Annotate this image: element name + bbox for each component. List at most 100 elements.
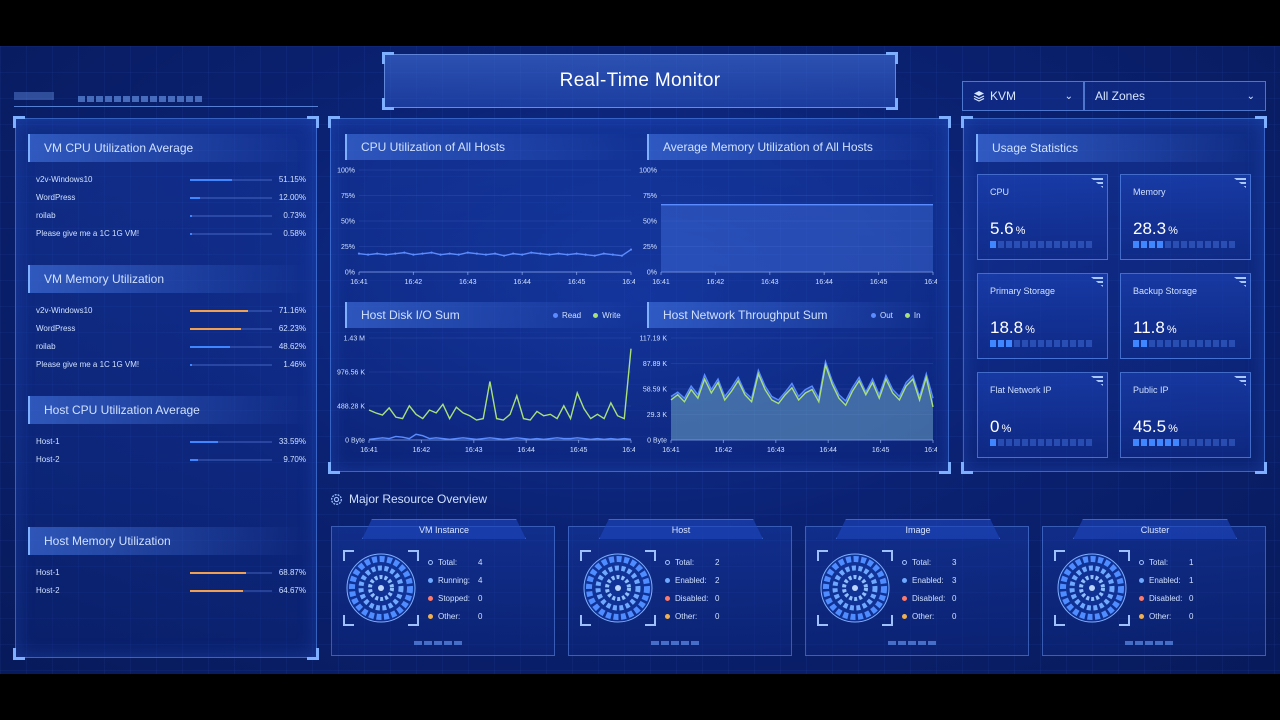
usage-bar <box>190 310 272 312</box>
meter-segment <box>1189 340 1195 347</box>
meter-segment <box>1141 340 1147 347</box>
meter-segment <box>1030 340 1036 347</box>
resource-deco-blocks <box>414 641 462 645</box>
meter-segment <box>1046 241 1052 248</box>
usage-card[interactable]: Memory 28.3% <box>1120 174 1251 260</box>
item-name: WordPress <box>36 324 76 333</box>
meter-segment <box>1046 340 1052 347</box>
resource-dial-icon <box>580 550 656 626</box>
usage-card-label: Primary Storage <box>990 286 1056 296</box>
usage-bar-fill <box>190 364 192 366</box>
data-point <box>394 252 397 255</box>
series-area <box>661 204 933 272</box>
usage-card-label: Public IP <box>1133 385 1169 395</box>
usage-card[interactable]: Public IP 45.5% <box>1120 372 1251 458</box>
item-name: Please give me a 1C 1G VM! <box>36 360 140 369</box>
meter-segment <box>990 439 996 446</box>
data-point <box>457 253 460 256</box>
resource-card[interactable]: Host Total: 2 Enabled: 2 Disabled: 0 Other: 0 <box>568 519 792 656</box>
usage-card-value: 5.6% <box>990 219 1025 239</box>
x-tick-label: 16:44 <box>815 279 833 286</box>
usage-card[interactable]: Flat Network IP 0% <box>977 372 1108 458</box>
x-tick-label: 16:46 <box>924 279 937 286</box>
monitor-screen: Real-Time Monitor KVM ⌄ All Zones ⌄ VM C… <box>0 46 1280 674</box>
data-point <box>593 254 596 257</box>
data-point <box>430 251 433 254</box>
meter-segment <box>1229 340 1235 347</box>
stat-label: Total: <box>1149 558 1169 567</box>
item-name: v2v-Windows10 <box>36 306 93 315</box>
legend-write: Write <box>593 311 621 320</box>
meter-segment <box>1062 241 1068 248</box>
item-percent: 71.16% <box>278 306 306 315</box>
x-tick-label: 16:42 <box>715 447 733 454</box>
usage-card-value: 28.3% <box>1133 219 1178 239</box>
item-name: roilab <box>36 211 56 220</box>
meter-segment <box>1006 340 1012 347</box>
series-area <box>671 361 933 440</box>
resource-card[interactable]: Image Total: 3 Enabled: 3 Disabled: 0 Other: 0 <box>805 519 1029 656</box>
usage-bar-fill <box>190 328 242 330</box>
usage-card[interactable]: CPU 5.6% <box>977 174 1108 260</box>
stat-value: 0 <box>715 612 720 621</box>
meter-segment <box>1086 439 1092 446</box>
y-tick-label: 87.89 K <box>643 361 667 368</box>
data-point <box>448 252 451 255</box>
usage-card[interactable]: Primary Storage 18.8% <box>977 273 1108 359</box>
usage-card-value: 18.8% <box>990 318 1035 338</box>
stat-dot <box>1139 596 1144 601</box>
usage-bar <box>190 590 272 592</box>
usage-bar <box>190 215 272 217</box>
meter-segment <box>1078 439 1084 446</box>
list-item: v2v-Windows10 51.15% <box>36 173 306 187</box>
meter-segment <box>1221 241 1227 248</box>
meter-segment <box>1133 340 1139 347</box>
stat-value: 0 <box>952 612 957 621</box>
y-tick-label: 50% <box>341 219 355 226</box>
item-name: Host-1 <box>36 437 60 446</box>
data-point <box>620 254 624 257</box>
list-item: Please give me a 1C 1G VM! 0.58% <box>36 227 306 241</box>
item-percent: 12.00% <box>278 193 306 202</box>
usage-card[interactable]: Backup Storage 11.8% <box>1120 273 1251 359</box>
stat-value: 0 <box>715 594 720 603</box>
usage-value-number: 28.3 <box>1133 219 1167 238</box>
item-name: Please give me a 1C 1G VM! <box>36 229 140 238</box>
network-throughput-chart: 117.19 K 87.89 K 58.59 K 29.3 K 0 Byte 16:41 1… <box>639 336 937 455</box>
x-tick-label: 16:45 <box>870 279 888 286</box>
resource-card[interactable]: VM Instance Total: 4 Running: 4 Stopped: 0 Othe… <box>331 519 555 656</box>
stat-dot <box>1139 614 1144 619</box>
usage-card-label: CPU <box>990 187 1010 197</box>
meter-segment <box>990 241 996 248</box>
stat-dot <box>902 560 907 565</box>
data-point <box>475 252 478 255</box>
stat-dot <box>428 596 433 601</box>
meter-segment <box>1133 439 1139 446</box>
meter-segment <box>1078 241 1084 248</box>
usage-card-label: Memory <box>1133 187 1166 197</box>
item-name: v2v-Windows10 <box>36 175 93 184</box>
meter-segment <box>1022 241 1028 248</box>
x-tick-label: 16:44 <box>513 279 531 286</box>
meter-segment <box>1165 340 1171 347</box>
meter-segment <box>1165 241 1171 248</box>
data-point <box>584 253 587 256</box>
cpu-chart-header: CPU Utilization of All Hosts <box>345 134 635 160</box>
net-chart-title: Host Network Throughput Sum <box>663 308 828 322</box>
zone-select[interactable]: All Zones ⌄ <box>1084 81 1266 111</box>
series-area <box>671 365 933 440</box>
overview-title: Major Resource Overview <box>349 492 488 506</box>
data-point <box>376 252 379 255</box>
hypervisor-select[interactable]: KVM ⌄ <box>962 81 1084 111</box>
card-corner-icon <box>1234 376 1246 386</box>
meter-segment <box>1014 439 1020 446</box>
item-percent: 48.62% <box>278 342 306 351</box>
meter-segment <box>1054 241 1060 248</box>
host-mem-title: Host Memory Utilization <box>44 534 171 548</box>
resource-card[interactable]: Cluster Total: 1 Enabled: 1 Disabled: 0 Other: 0 <box>1042 519 1266 656</box>
meter-segment <box>1181 340 1187 347</box>
resource-dial-icon <box>343 550 419 626</box>
meter-segment <box>998 241 1004 248</box>
usage-bar <box>190 197 272 199</box>
x-tick-label: 16:41 <box>662 447 680 454</box>
